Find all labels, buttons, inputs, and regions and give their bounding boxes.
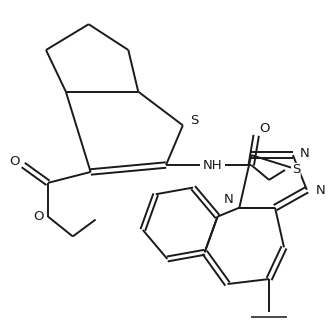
Text: N: N bbox=[316, 184, 326, 197]
Text: O: O bbox=[259, 122, 269, 135]
Text: O: O bbox=[9, 154, 19, 168]
Text: O: O bbox=[33, 210, 43, 223]
Text: N: N bbox=[224, 193, 233, 206]
Text: S: S bbox=[190, 114, 199, 127]
Text: N: N bbox=[300, 147, 310, 159]
Text: S: S bbox=[292, 163, 300, 177]
Text: NH: NH bbox=[203, 158, 222, 172]
